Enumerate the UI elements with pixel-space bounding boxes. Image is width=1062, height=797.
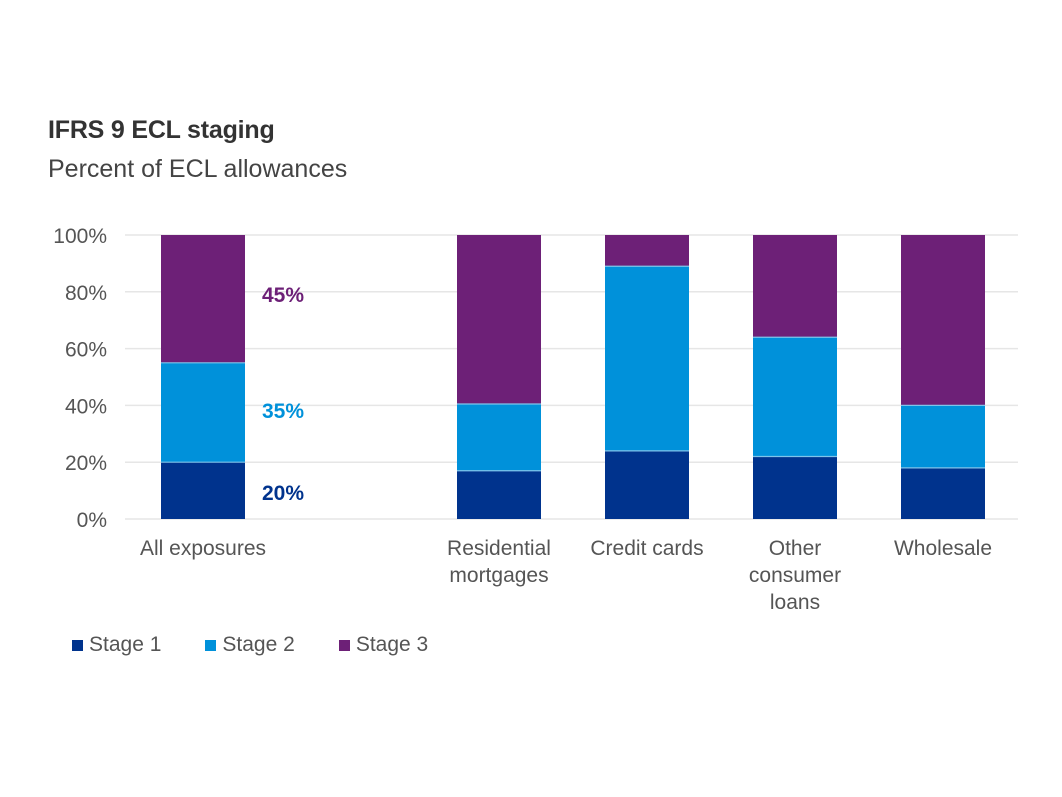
bar-segment-stage-1	[901, 467, 985, 519]
bar-segment-stage-1	[605, 450, 689, 519]
x-tick-label: loans	[770, 591, 820, 614]
x-tick-label: Wholesale	[894, 537, 992, 560]
x-tick-label: Credit cards	[590, 537, 703, 560]
legend-swatch	[72, 639, 83, 651]
data-label: 45%	[262, 284, 304, 307]
legend-item: Stage 3	[338, 633, 429, 657]
legend-item: Stage 2	[205, 633, 295, 657]
x-tick-label: mortgages	[449, 564, 548, 587]
bar-segment-stage-2	[457, 403, 541, 471]
bar-segment-stage-2	[605, 266, 689, 451]
data-label: 20%	[262, 482, 304, 505]
legend-swatch	[338, 639, 350, 651]
bar-segment-stage-3	[901, 235, 985, 406]
bar-segment-stage-3	[457, 235, 541, 404]
data-label: 35%	[262, 400, 304, 423]
bar-segment-stage-2	[753, 337, 837, 457]
y-tick-label: 0%	[77, 509, 107, 532]
legend-swatch	[205, 639, 217, 651]
y-tick-label: 60%	[65, 339, 107, 362]
legend-item: Stage 1	[72, 633, 161, 657]
bar-segment-stage-1	[457, 470, 541, 519]
x-tick-label: All exposures	[140, 537, 266, 560]
legend-label: Stage 3	[355, 633, 429, 656]
x-tick-label: Residential	[447, 537, 551, 560]
y-tick-label: 40%	[65, 395, 107, 418]
bar-segment-stage-3	[605, 235, 689, 267]
bar-segment-stage-3	[753, 235, 837, 338]
bar-segment-stage-2	[161, 362, 245, 463]
legend-label: Stage 2	[222, 633, 295, 656]
bar-segment-stage-1	[161, 462, 245, 519]
chart-title: IFRS 9 ECL staging	[48, 116, 275, 144]
bar-segment-stage-3	[161, 235, 245, 363]
y-tick-label: 20%	[65, 452, 107, 475]
y-tick-label: 100%	[53, 225, 107, 248]
legend: Stage 1 Stage 2 Stage 3	[72, 633, 472, 657]
x-tick-label: consumer	[749, 564, 841, 587]
legend-label: Stage 1	[89, 633, 162, 656]
bar-segment-stage-2	[901, 405, 985, 468]
y-tick-label: 80%	[65, 282, 107, 305]
bar-segment-stage-1	[753, 456, 837, 519]
x-tick-label: Other	[769, 537, 822, 560]
chart-subtitle: Percent of ECL allowances	[48, 155, 348, 183]
